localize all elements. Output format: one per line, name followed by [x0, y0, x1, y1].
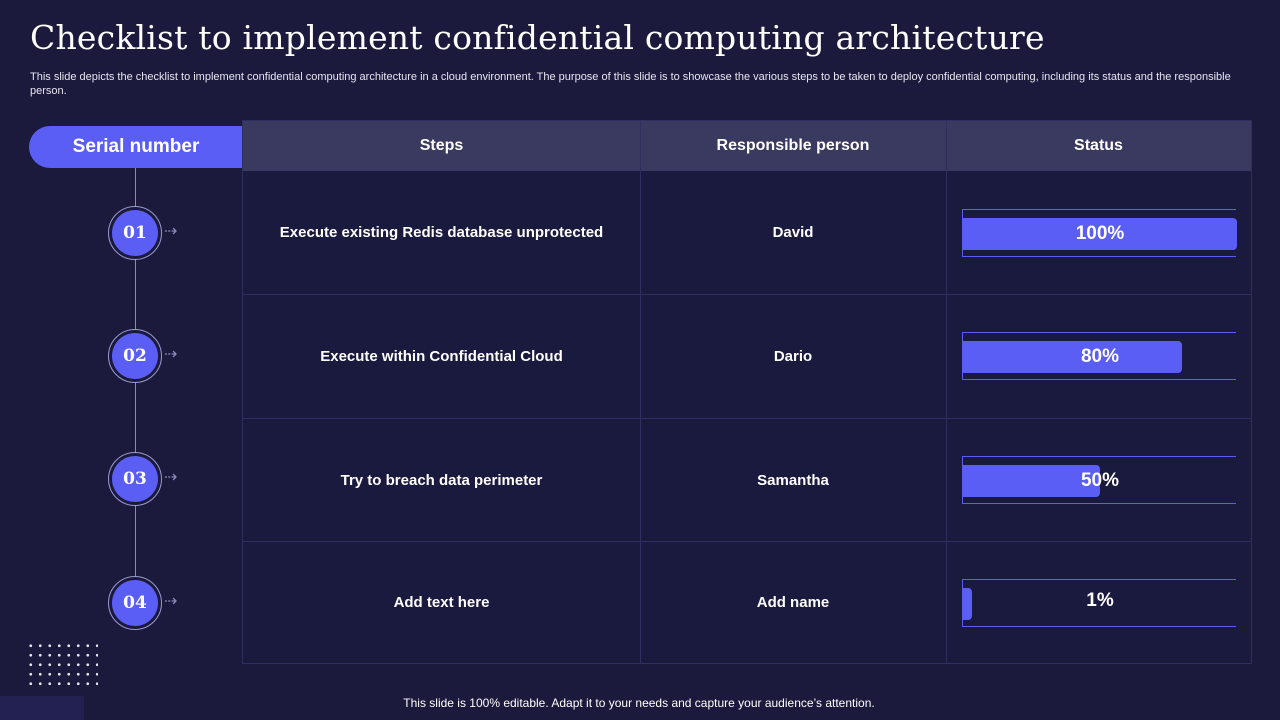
- person-cell-4: Add name: [756, 594, 830, 611]
- status-progress-fill: [963, 588, 972, 620]
- footer-note: This slide is 100% editable. Adapt it to…: [403, 696, 875, 710]
- status-progress-fill: [963, 218, 1237, 250]
- serial-number-1: 01: [112, 210, 158, 256]
- page-title: Checklist to implement confidential comp…: [30, 18, 1045, 57]
- arrow-right-icon: ⇢: [164, 593, 178, 610]
- step-cell-4: Add text here: [393, 594, 490, 611]
- serial-number-label: Serial number: [72, 136, 200, 157]
- status-label-4: 1%: [1086, 590, 1114, 611]
- status-label-2: 80%: [1080, 346, 1120, 367]
- person-cell-1: David: [772, 224, 814, 241]
- status-progress-bar-2: 80%: [962, 332, 1236, 380]
- page-subtitle: This slide depicts the checklist to impl…: [30, 71, 1231, 97]
- arrow-right-icon: ⇢: [164, 346, 178, 363]
- person-cell-3: Samantha: [757, 471, 829, 489]
- step-cell-3: Try to breach data perimeter: [340, 471, 543, 489]
- serial-marker-3: 03: [108, 452, 162, 506]
- decorative-dot-grid: [26, 641, 98, 689]
- status-progress-fill: [963, 465, 1100, 497]
- column-divider: [946, 121, 947, 663]
- checklist-table: Steps Responsible person Status Execute …: [242, 120, 1252, 664]
- serial-marker-1: 01: [108, 206, 162, 260]
- column-header-responsible-person: Responsible person: [716, 137, 870, 154]
- serial-marker-2: 02: [108, 329, 162, 383]
- step-cell-2: Execute within Confidential Cloud: [320, 348, 563, 365]
- serial-number-header: Serial number: [29, 126, 243, 168]
- status-progress-bar-1: 100%: [962, 209, 1237, 257]
- status-label-3: 50%: [1080, 470, 1120, 491]
- column-header-status: Status: [1074, 137, 1123, 154]
- step-cell-1: Execute existing Redis database unprotec…: [279, 224, 604, 241]
- column-divider: [640, 121, 641, 663]
- person-cell-2: Dario: [773, 348, 813, 365]
- arrow-right-icon: ⇢: [164, 469, 178, 486]
- arrow-right-icon: ⇢: [164, 223, 178, 240]
- status-label-1: 100%: [1075, 223, 1125, 244]
- row-divider: [243, 541, 1251, 542]
- row-divider: [243, 294, 1251, 295]
- status-progress-bar-4: 1%: [962, 579, 1236, 627]
- table-header: Steps Responsible person Status: [243, 121, 1251, 171]
- status-progress-fill: [963, 341, 1182, 373]
- serial-number-4: 04: [112, 580, 158, 626]
- serial-marker-4: 04: [108, 576, 162, 630]
- decorative-corner-block: [0, 696, 84, 720]
- row-divider: [243, 418, 1251, 419]
- serial-number-3: 03: [112, 456, 158, 502]
- status-progress-bar-3: 50%: [962, 456, 1236, 504]
- timeline-line: [135, 168, 136, 602]
- column-header-steps: Steps: [419, 137, 464, 154]
- serial-number-2: 02: [112, 333, 158, 379]
